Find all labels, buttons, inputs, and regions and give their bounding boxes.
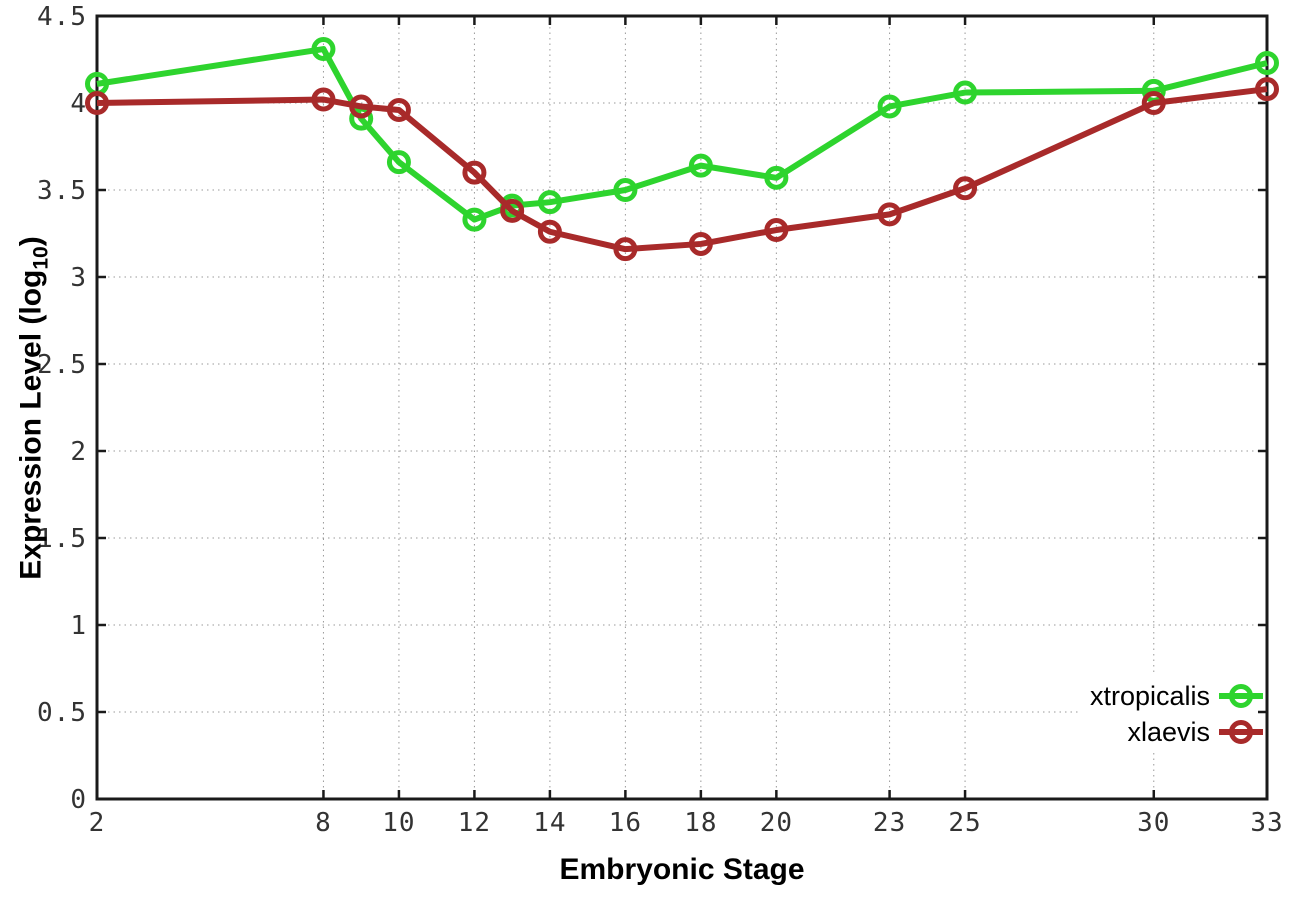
x-tick-label: 10 xyxy=(382,808,415,838)
x-tick-label: 2 xyxy=(89,808,106,838)
x-tick-label: 14 xyxy=(533,808,566,838)
y-tick-label: 0 xyxy=(70,785,87,815)
data-point-xtropicalis xyxy=(764,165,789,190)
data-point-xlaevis xyxy=(877,202,902,227)
legend-entry-xlaevis: xlaevis xyxy=(1127,714,1264,750)
legend-entry-xtropicalis: xtropicalis xyxy=(1090,678,1264,714)
y-axis-title: Expression Level (log10) xyxy=(15,236,54,579)
x-tick-label: 30 xyxy=(1137,808,1170,838)
data-point-xtropicalis xyxy=(386,150,411,175)
y-tick-label: 3.5 xyxy=(37,176,87,206)
data-point-xlaevis xyxy=(462,160,487,185)
data-point-xlaevis xyxy=(311,87,336,112)
y-tick-label: 1.5 xyxy=(37,524,87,554)
x-tick-label: 23 xyxy=(873,808,906,838)
x-tick-label: 8 xyxy=(315,808,332,838)
data-point-xlaevis xyxy=(1255,77,1279,102)
series-line-xlaevis xyxy=(96,86,1268,253)
data-point-xtropicalis xyxy=(462,207,487,232)
x-tick-label: 25 xyxy=(948,808,981,838)
data-point-xlaevis xyxy=(537,219,562,244)
data-point-xlaevis xyxy=(349,94,374,119)
data-point-xtropicalis xyxy=(537,190,562,215)
plot-border xyxy=(95,14,1269,801)
y-tick-label: 1 xyxy=(70,611,87,641)
y-axis-title-subscript: 10 xyxy=(29,246,53,270)
data-point-xtropicalis xyxy=(688,153,713,178)
x-axis-title: Embryonic Stage xyxy=(559,853,805,886)
data-point-xlaevis xyxy=(85,91,109,115)
data-point-xtropicalis xyxy=(613,178,638,202)
data-point-xlaevis xyxy=(688,231,713,256)
data-point-xtropicalis xyxy=(311,37,336,62)
x-tick-label: 16 xyxy=(609,808,642,838)
data-point-xlaevis xyxy=(613,237,638,262)
x-tick-label: 33 xyxy=(1250,808,1283,838)
data-point-xlaevis xyxy=(1141,91,1166,115)
y-tick-label: 2.5 xyxy=(37,350,87,380)
legend-label-xlaevis: xlaevis xyxy=(1127,717,1210,747)
legend-marker-xtropicalis xyxy=(1219,684,1263,708)
x-tick-label: 12 xyxy=(458,808,491,838)
y-axis-title-close: ) xyxy=(14,236,48,247)
y-tick-label: 3 xyxy=(70,263,87,293)
legend-label-xtropicalis: xtropicalis xyxy=(1089,681,1210,711)
x-tick-label: 20 xyxy=(760,808,793,838)
data-point-xtropicalis xyxy=(953,80,978,105)
y-axis-title-text: Expression Level (log xyxy=(14,269,48,580)
y-tick-label: 2 xyxy=(70,437,87,467)
data-point-xtropicalis xyxy=(877,94,902,119)
y-tick-label: 4 xyxy=(70,89,87,119)
y-tick-label: 0.5 xyxy=(37,698,87,728)
x-tick-label: 18 xyxy=(684,808,717,838)
y-tick-label: 4.5 xyxy=(37,2,87,32)
data-point-xlaevis xyxy=(953,176,978,201)
data-point-xtropicalis xyxy=(1255,50,1279,75)
legend: xtropicalis xlaevis xyxy=(1090,678,1264,750)
data-point-xlaevis xyxy=(764,218,789,243)
data-point-xlaevis xyxy=(386,97,411,122)
legend-marker-xlaevis xyxy=(1219,720,1263,744)
data-point-xlaevis xyxy=(500,198,525,223)
